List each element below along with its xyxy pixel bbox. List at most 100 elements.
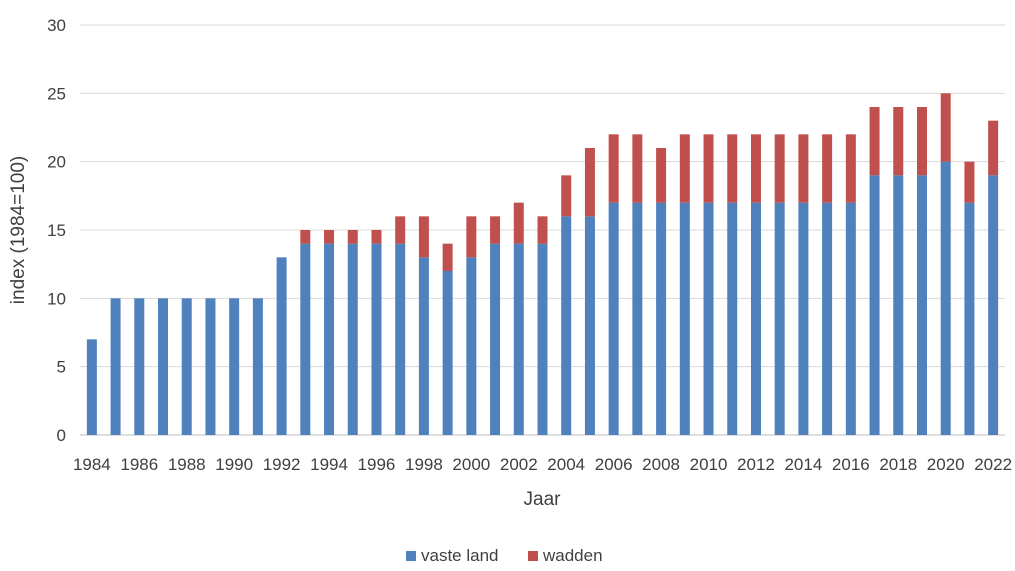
bar-wadden-1995 — [347, 230, 358, 244]
bar-vaste-land-2013 — [774, 202, 785, 435]
bar-vaste-land-2017 — [869, 175, 880, 436]
bar-vaste-land-2021 — [964, 202, 975, 435]
y-tick-label: 30 — [47, 16, 66, 35]
y-tick-labels: 0 5 10 15 20 25 30 — [47, 16, 66, 445]
bar-vaste-land-2002 — [513, 243, 524, 435]
bar-vaste-land-1988 — [181, 298, 192, 435]
bar-wadden-2004 — [561, 175, 572, 217]
bar-vaste-land-1985 — [110, 298, 121, 435]
x-tick-label: 2016 — [832, 455, 870, 474]
bar-wadden-2013 — [774, 134, 785, 203]
bar-vaste-land-2019 — [916, 175, 927, 436]
x-tick-label: 2020 — [927, 455, 965, 474]
x-tick-label: 2022 — [974, 455, 1012, 474]
bar-vaste-land-2001 — [490, 243, 501, 435]
bar-wadden-2005 — [584, 148, 595, 217]
x-tick-label: 1996 — [358, 455, 396, 474]
bar-wadden-2007 — [632, 134, 643, 203]
bar-wadden-2017 — [869, 107, 880, 176]
y-tick-label: 0 — [57, 426, 66, 445]
x-tick-label: 2004 — [547, 455, 585, 474]
bar-vaste-land-2016 — [845, 202, 856, 435]
bar-vaste-land-2005 — [584, 216, 595, 435]
bar-vaste-land-2007 — [632, 202, 643, 435]
bar-wadden-1994 — [324, 230, 335, 244]
bar-wadden-2019 — [916, 107, 927, 176]
bar-vaste-land-1987 — [158, 298, 169, 435]
bar-wadden-2003 — [537, 216, 548, 244]
bar-vaste-land-2018 — [893, 175, 904, 436]
legend: vaste land wadden — [406, 546, 603, 565]
bar-wadden-2006 — [608, 134, 619, 203]
x-tick-label: 1984 — [73, 455, 111, 474]
bar-vaste-land-2003 — [537, 243, 548, 435]
bar-vaste-land-1993 — [300, 243, 311, 435]
bar-wadden-1997 — [395, 216, 406, 244]
bar-wadden-2010 — [703, 134, 714, 203]
bar-vaste-land-1989 — [205, 298, 216, 435]
bar-vaste-land-2020 — [940, 161, 951, 435]
bar-vaste-land-1996 — [371, 243, 382, 435]
x-tick-label: 2006 — [595, 455, 633, 474]
bar-vaste-land-1986 — [134, 298, 145, 435]
bar-vaste-land-2014 — [798, 202, 809, 435]
bar-wadden-1998 — [418, 216, 429, 258]
x-tick-label: 1998 — [405, 455, 443, 474]
x-axis-label: Jaar — [524, 489, 562, 510]
bar-vaste-land-2000 — [466, 257, 477, 435]
x-tick-label: 2014 — [784, 455, 822, 474]
y-tick-label: 25 — [47, 84, 66, 103]
y-tick-label: 5 — [57, 358, 66, 377]
bar-vaste-land-1994 — [324, 243, 335, 435]
bar-vaste-land-2022 — [988, 175, 999, 436]
x-tick-label: 2008 — [642, 455, 680, 474]
bar-vaste-land-1990 — [229, 298, 240, 435]
bar-vaste-land-1991 — [252, 298, 263, 435]
bar-wadden-2009 — [679, 134, 690, 203]
y-tick-label: 10 — [47, 289, 66, 308]
bar-vaste-land-1998 — [418, 257, 429, 435]
bar-vaste-land-2008 — [656, 202, 667, 435]
bar-vaste-land-2004 — [561, 216, 572, 435]
x-tick-label: 1994 — [310, 455, 348, 474]
x-tick-label: 1990 — [215, 455, 253, 474]
legend-label: vaste land — [421, 546, 499, 565]
bar-wadden-2008 — [656, 148, 667, 203]
bar-wadden-2011 — [727, 134, 738, 203]
bar-vaste-land-2011 — [727, 202, 738, 435]
x-tick-label: 1986 — [120, 455, 158, 474]
y-axis-label: index (1984=100) — [8, 156, 29, 304]
x-tick-label: 2000 — [452, 455, 490, 474]
bar-wadden-2012 — [750, 134, 761, 203]
legend-label: wadden — [542, 546, 603, 565]
x-tick-labels: 1984 1986 1988 1990 1992 1994 1996 1998 2000 2002… — [73, 455, 1012, 474]
y-tick-label: 15 — [47, 221, 66, 240]
bar-wadden-1996 — [371, 230, 382, 244]
bar-vaste-land-2015 — [822, 202, 833, 435]
bar-vaste-land-1992 — [276, 257, 287, 435]
x-tick-label: 2010 — [690, 455, 728, 474]
bar-wadden-2002 — [513, 202, 524, 244]
x-tick-label: 2002 — [500, 455, 538, 474]
bar-vaste-land-2012 — [750, 202, 761, 435]
x-tick-label: 1992 — [263, 455, 301, 474]
bar-wadden-2020 — [940, 93, 951, 162]
bars — [86, 93, 999, 436]
x-tick-label: 1988 — [168, 455, 206, 474]
y-tick-label: 20 — [47, 153, 66, 172]
bar-vaste-land-2009 — [679, 202, 690, 435]
bar-wadden-2022 — [988, 120, 999, 176]
bar-vaste-land-1999 — [442, 271, 453, 435]
bar-wadden-2015 — [822, 134, 833, 203]
bar-wadden-2016 — [845, 134, 856, 203]
bar-wadden-2021 — [964, 161, 975, 203]
bar-wadden-2014 — [798, 134, 809, 203]
legend-swatch — [528, 551, 538, 561]
bar-vaste-land-1984 — [86, 339, 97, 435]
bar-vaste-land-2006 — [608, 202, 619, 435]
bar-wadden-1999 — [442, 243, 453, 271]
bar-wadden-2001 — [490, 216, 501, 244]
legend-swatch — [406, 551, 416, 561]
